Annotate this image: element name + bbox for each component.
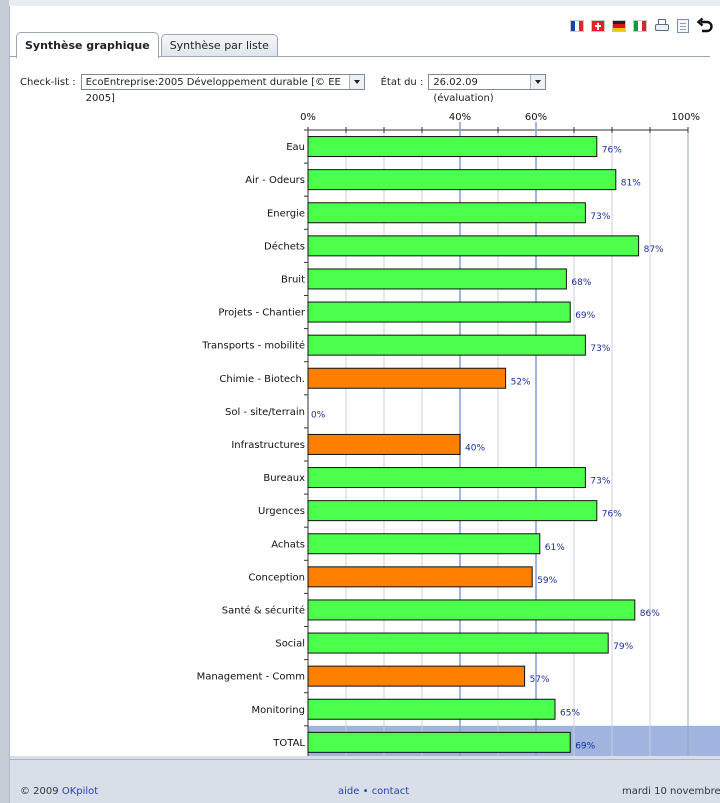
- category-label: Air - Odeurs: [245, 175, 305, 186]
- tick-label: 60%: [525, 112, 547, 123]
- bar: [307, 566, 533, 588]
- bar: [307, 731, 571, 753]
- chevron-down-icon: [535, 80, 542, 84]
- category-label: Bruit: [281, 274, 305, 285]
- footer: [10, 756, 720, 803]
- bar: [307, 665, 526, 687]
- category-label: Energie: [267, 208, 305, 219]
- bar: [307, 433, 461, 455]
- etat-select[interactable]: 26.02.09 (évaluation): [428, 74, 547, 104]
- value-label: 57%: [530, 675, 550, 685]
- etat-value: 26.02.09 (évaluation): [433, 77, 494, 104]
- value-label: 76%: [602, 510, 622, 520]
- value-label: 68%: [571, 278, 591, 288]
- contact-link[interactable]: contact: [371, 786, 410, 797]
- value-label: 0%: [311, 410, 326, 420]
- copyright: © 2009 OKpilot: [20, 786, 98, 797]
- category-label: Conception: [248, 572, 305, 583]
- category-label: Bureaux: [263, 473, 305, 484]
- value-label: 69%: [575, 741, 595, 751]
- flag-it-icon[interactable]: [633, 20, 647, 32]
- footer-date: mardi 10 novembre 2009: [622, 786, 720, 797]
- bar: [307, 268, 567, 290]
- value-label: 76%: [602, 146, 622, 156]
- flag-fr-icon[interactable]: [570, 20, 584, 32]
- category-label: Déchets: [264, 240, 305, 252]
- bar: [307, 632, 609, 654]
- chevron-down-icon: [353, 80, 360, 84]
- copyright-prefix: © 2009: [20, 786, 59, 797]
- toolbar: [570, 15, 714, 37]
- footer-text: © 2009 OKpilot aide • contact mardi 10 n…: [20, 786, 720, 803]
- tick-label: 100%: [671, 112, 700, 123]
- bar: [307, 698, 556, 720]
- document-icon[interactable]: [677, 19, 689, 33]
- footer-links: aide • contact: [338, 786, 409, 797]
- category-label: Social: [275, 639, 305, 650]
- flag-de-icon[interactable]: [612, 20, 626, 32]
- bar: [307, 367, 507, 389]
- category-label: Management - Comm: [197, 672, 305, 683]
- category-label: Infrastructures: [231, 440, 305, 451]
- category-label: Santé & sécurité: [222, 604, 305, 616]
- bar: [307, 235, 640, 257]
- help-link[interactable]: aide: [338, 786, 360, 797]
- category-label: Chimie - Biotech.: [219, 374, 305, 385]
- checklist-select[interactable]: EcoEntreprise:2005 Développement durable…: [80, 74, 365, 104]
- window-top-edge: [9, 0, 720, 6]
- checklist-value: EcoEntreprise:2005 Développement durable…: [85, 77, 341, 104]
- tick-label: 0%: [300, 112, 316, 123]
- okpilot-link[interactable]: OKpilot: [61, 786, 99, 797]
- value-label: 73%: [590, 344, 610, 354]
- value-label: 69%: [575, 311, 595, 321]
- value-label: 87%: [644, 245, 664, 255]
- bar: [307, 301, 571, 323]
- category-label: Sol - site/terrain: [225, 407, 305, 418]
- bar: [307, 169, 617, 191]
- bar: [307, 202, 586, 224]
- checklist-label: Check-list :: [20, 76, 76, 88]
- category-label: Monitoring: [252, 705, 305, 716]
- window-edge: [0, 0, 10, 803]
- value-label: 73%: [590, 477, 610, 487]
- value-label: 52%: [511, 377, 531, 387]
- value-label: 65%: [560, 708, 580, 718]
- tick-label: 40%: [449, 112, 471, 123]
- tab-synthese-graphique[interactable]: Synthèse graphique: [16, 32, 159, 58]
- bar: [307, 467, 586, 489]
- tab-divider: [10, 56, 710, 57]
- bar: [307, 334, 586, 356]
- value-label: 40%: [465, 443, 485, 453]
- back-icon[interactable]: [696, 17, 714, 35]
- value-label: 86%: [640, 609, 660, 619]
- bar: [307, 136, 598, 158]
- bar: [307, 599, 636, 621]
- category-label: Urgences: [258, 506, 305, 517]
- bar-chart: 0% 40% 60% 100% Eau 76% Air - Odeurs 81% Energie…: [197, 112, 720, 760]
- tab-synthese-par-liste[interactable]: Synthèse par liste: [160, 34, 278, 57]
- value-label: 59%: [537, 576, 557, 586]
- value-label: 73%: [590, 212, 610, 222]
- bar: [307, 533, 541, 555]
- footer-separator: •: [362, 786, 369, 797]
- bar: [307, 500, 598, 522]
- category-label: Eau: [286, 142, 305, 153]
- category-label: Transports - mobilité: [201, 340, 305, 352]
- etat-label: État du :: [380, 76, 424, 88]
- value-label: 81%: [621, 179, 641, 189]
- category-label: Achats: [271, 539, 305, 550]
- flag-ch-icon[interactable]: [591, 20, 605, 32]
- printer-icon[interactable]: [654, 19, 670, 33]
- value-label: 79%: [613, 642, 633, 652]
- category-label: Projets - Chantier: [218, 308, 306, 319]
- tab-bar: Synthèse graphique Synthèse par liste: [16, 32, 280, 58]
- footer-divider: [10, 759, 720, 760]
- value-label: 61%: [545, 543, 565, 553]
- category-label: TOTAL: [272, 738, 305, 749]
- filter-bar: Check-list : EcoEntreprise:2005 Développ…: [20, 74, 547, 104]
